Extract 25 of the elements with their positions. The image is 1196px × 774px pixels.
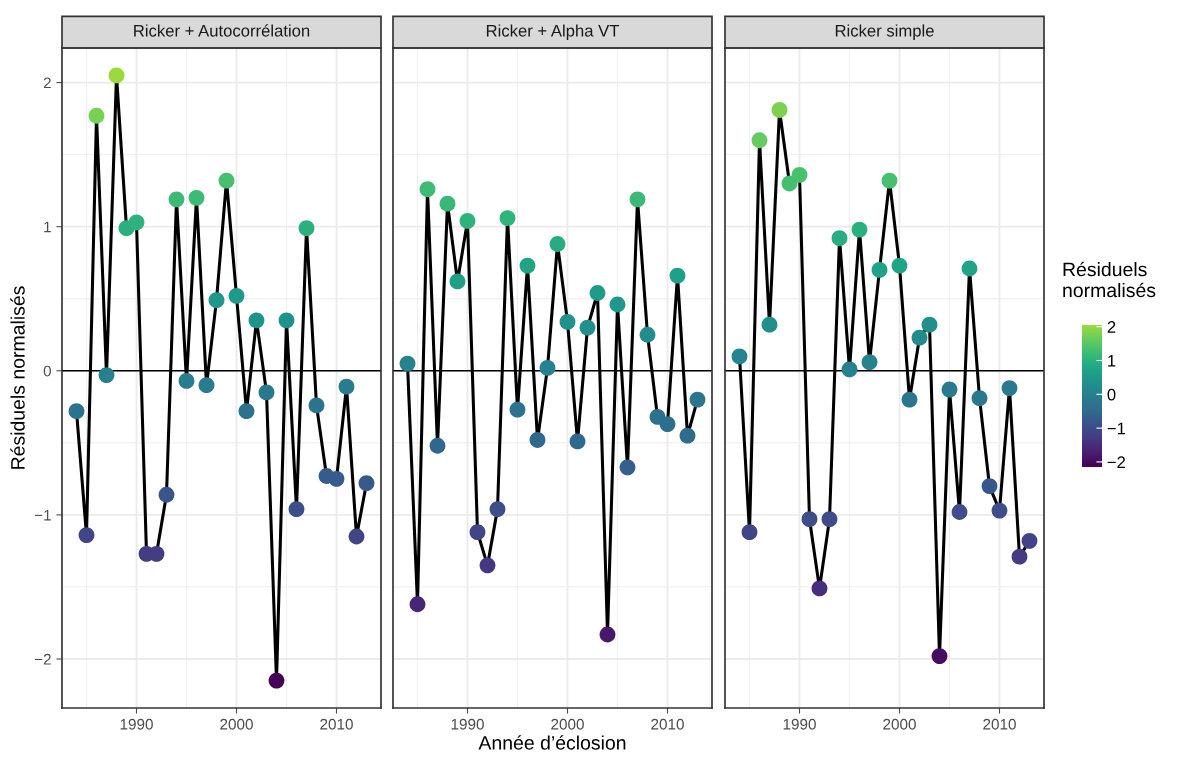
x-tick-label: 2010	[651, 718, 684, 730]
x-tick-label: 1990	[451, 718, 484, 730]
color-bar-label: 2	[1107, 321, 1116, 333]
x-tick-label: 2010	[983, 718, 1016, 730]
x-tick-label: 2010	[320, 718, 353, 730]
y-tick-label: 1	[44, 221, 51, 233]
chart-title: Ricker + Autocorrélation	[134, 24, 310, 37]
x-tick-label: 2000	[220, 718, 253, 730]
y-tick-label: 0	[43, 365, 51, 377]
x-tick-label: 2000	[883, 718, 916, 730]
color-bar-label: −1	[1107, 422, 1126, 435]
color-bar-label: −2	[1107, 456, 1126, 468]
x-tick-label: 1990	[783, 718, 816, 730]
y-tick-label: 2	[43, 77, 51, 89]
color-bar-label: 0	[1107, 388, 1116, 401]
y-tick-label: −2	[34, 653, 51, 665]
y-axis-title: Résiduels normalisés	[10, 286, 25, 469]
chart-title: Ricker + Alpha VT	[486, 24, 620, 40]
x-tick-label: 1990	[120, 718, 153, 730]
chart-title: Ricker simple	[835, 24, 934, 40]
color-bar-label: 1	[1108, 355, 1116, 367]
x-axis-title: Année d’éclosion	[478, 735, 626, 750]
y-tick-label: −1	[34, 509, 51, 521]
color-bar-title: Résiduels normalisés	[1063, 261, 1156, 298]
x-tick-label: 2000	[551, 718, 584, 730]
